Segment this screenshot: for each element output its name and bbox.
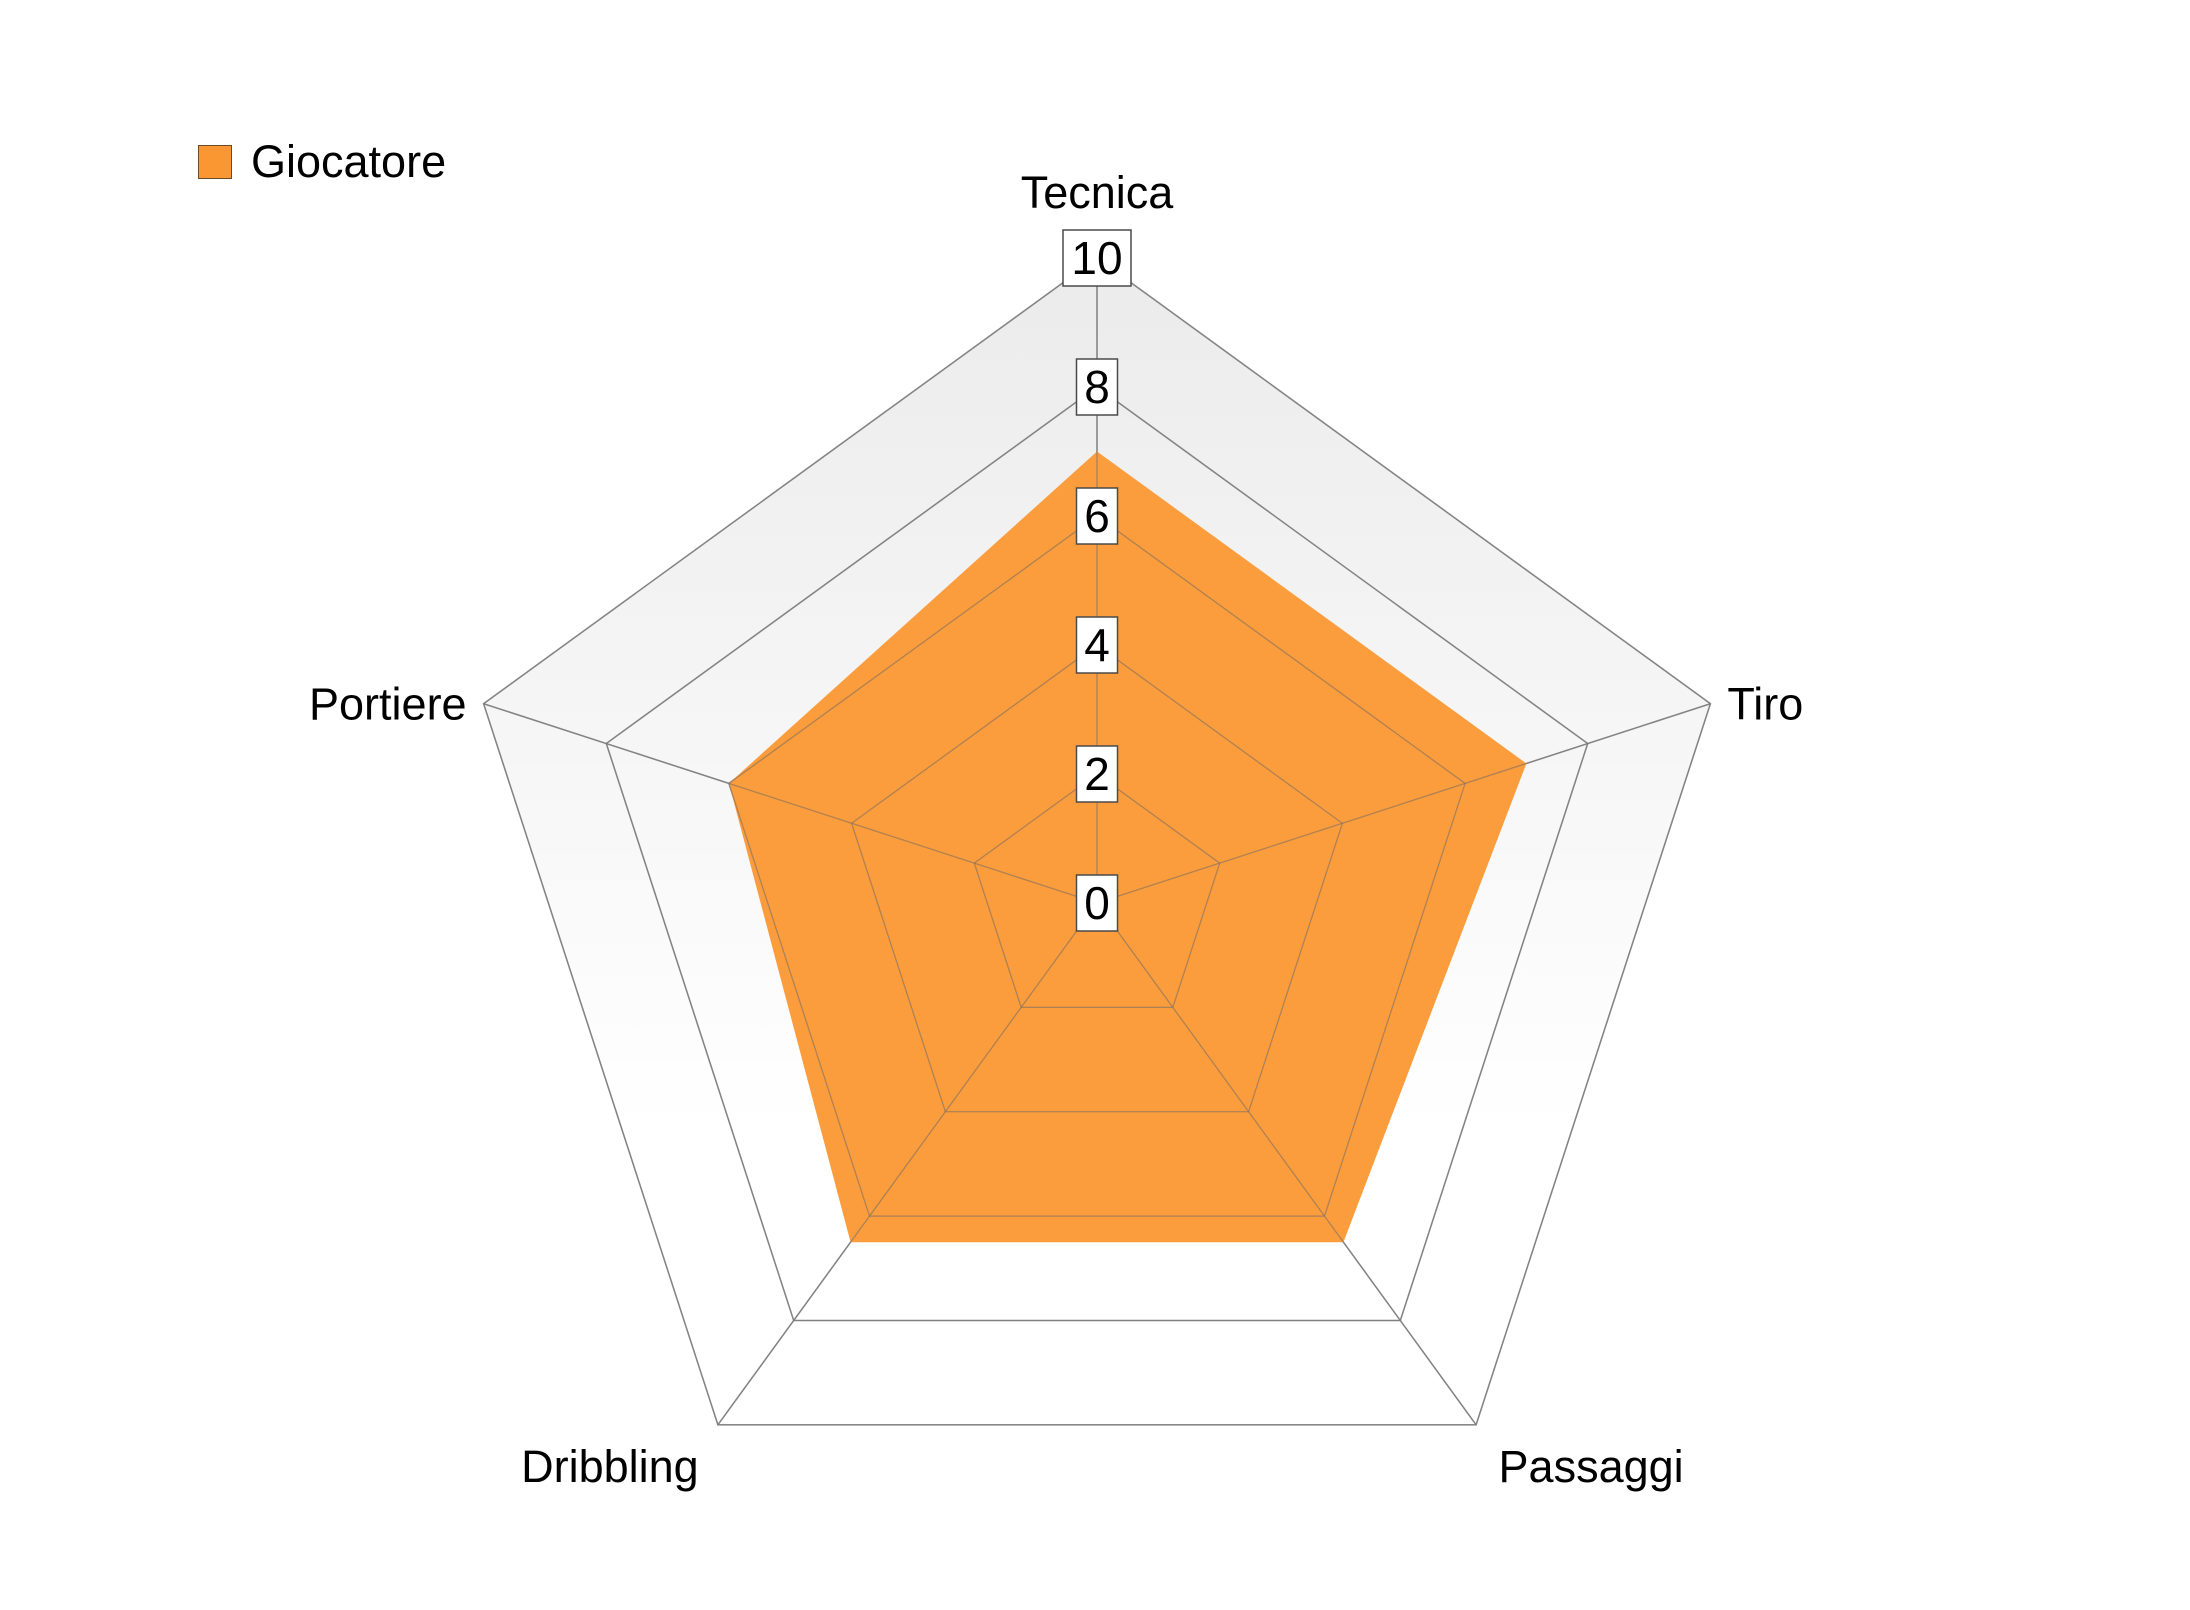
tick-box [1062,229,1132,287]
grid-ring-overlay [482,257,1712,1426]
grid-ring-overlay [973,773,1221,1009]
tick-label: 4 [1084,619,1110,671]
tick-label: 0 [1084,877,1110,929]
axis-spoke-overlay [717,902,1098,1426]
grid-ring-overlay [605,386,1589,1322]
series-area [728,451,1527,1243]
axis-spoke-overlay [1096,703,1711,904]
tick-label: 10 [1071,232,1122,284]
legend: Giocatore [198,136,446,188]
radar-series [728,451,1527,1243]
axis-spoke-overlay [483,703,1098,904]
axis-spoke-overlay [1096,902,1477,1426]
axis-label-tecnica: Tecnica [1021,167,1175,218]
grid-ring-overlay [728,515,1466,1217]
axis-label-dribbling: Dribbling [521,1441,699,1492]
tick-box [1075,745,1119,803]
axis-label-tiro: Tiro [1727,679,1803,730]
axis-label-portiere: Portiere [309,679,467,730]
tick-label: 6 [1084,490,1110,542]
tick-box [1075,616,1119,674]
legend-swatch [198,145,232,179]
tick-label: 2 [1084,748,1110,800]
tick-label: 8 [1084,361,1110,413]
tick-labels: 0 2 4 6 8 10 [1062,229,1132,932]
tick-box [1075,874,1119,932]
tick-box [1075,487,1119,545]
radar-grid-overlay [482,257,1712,1426]
axis-label-passaggi: Passaggi [1499,1441,1684,1492]
axis-labels: Tecnica Tiro Passaggi Dribbling Portiere [309,167,1803,1492]
grid-ring-overlay [850,644,1344,1113]
legend-label: Giocatore [251,136,447,187]
tick-box [1075,358,1119,416]
